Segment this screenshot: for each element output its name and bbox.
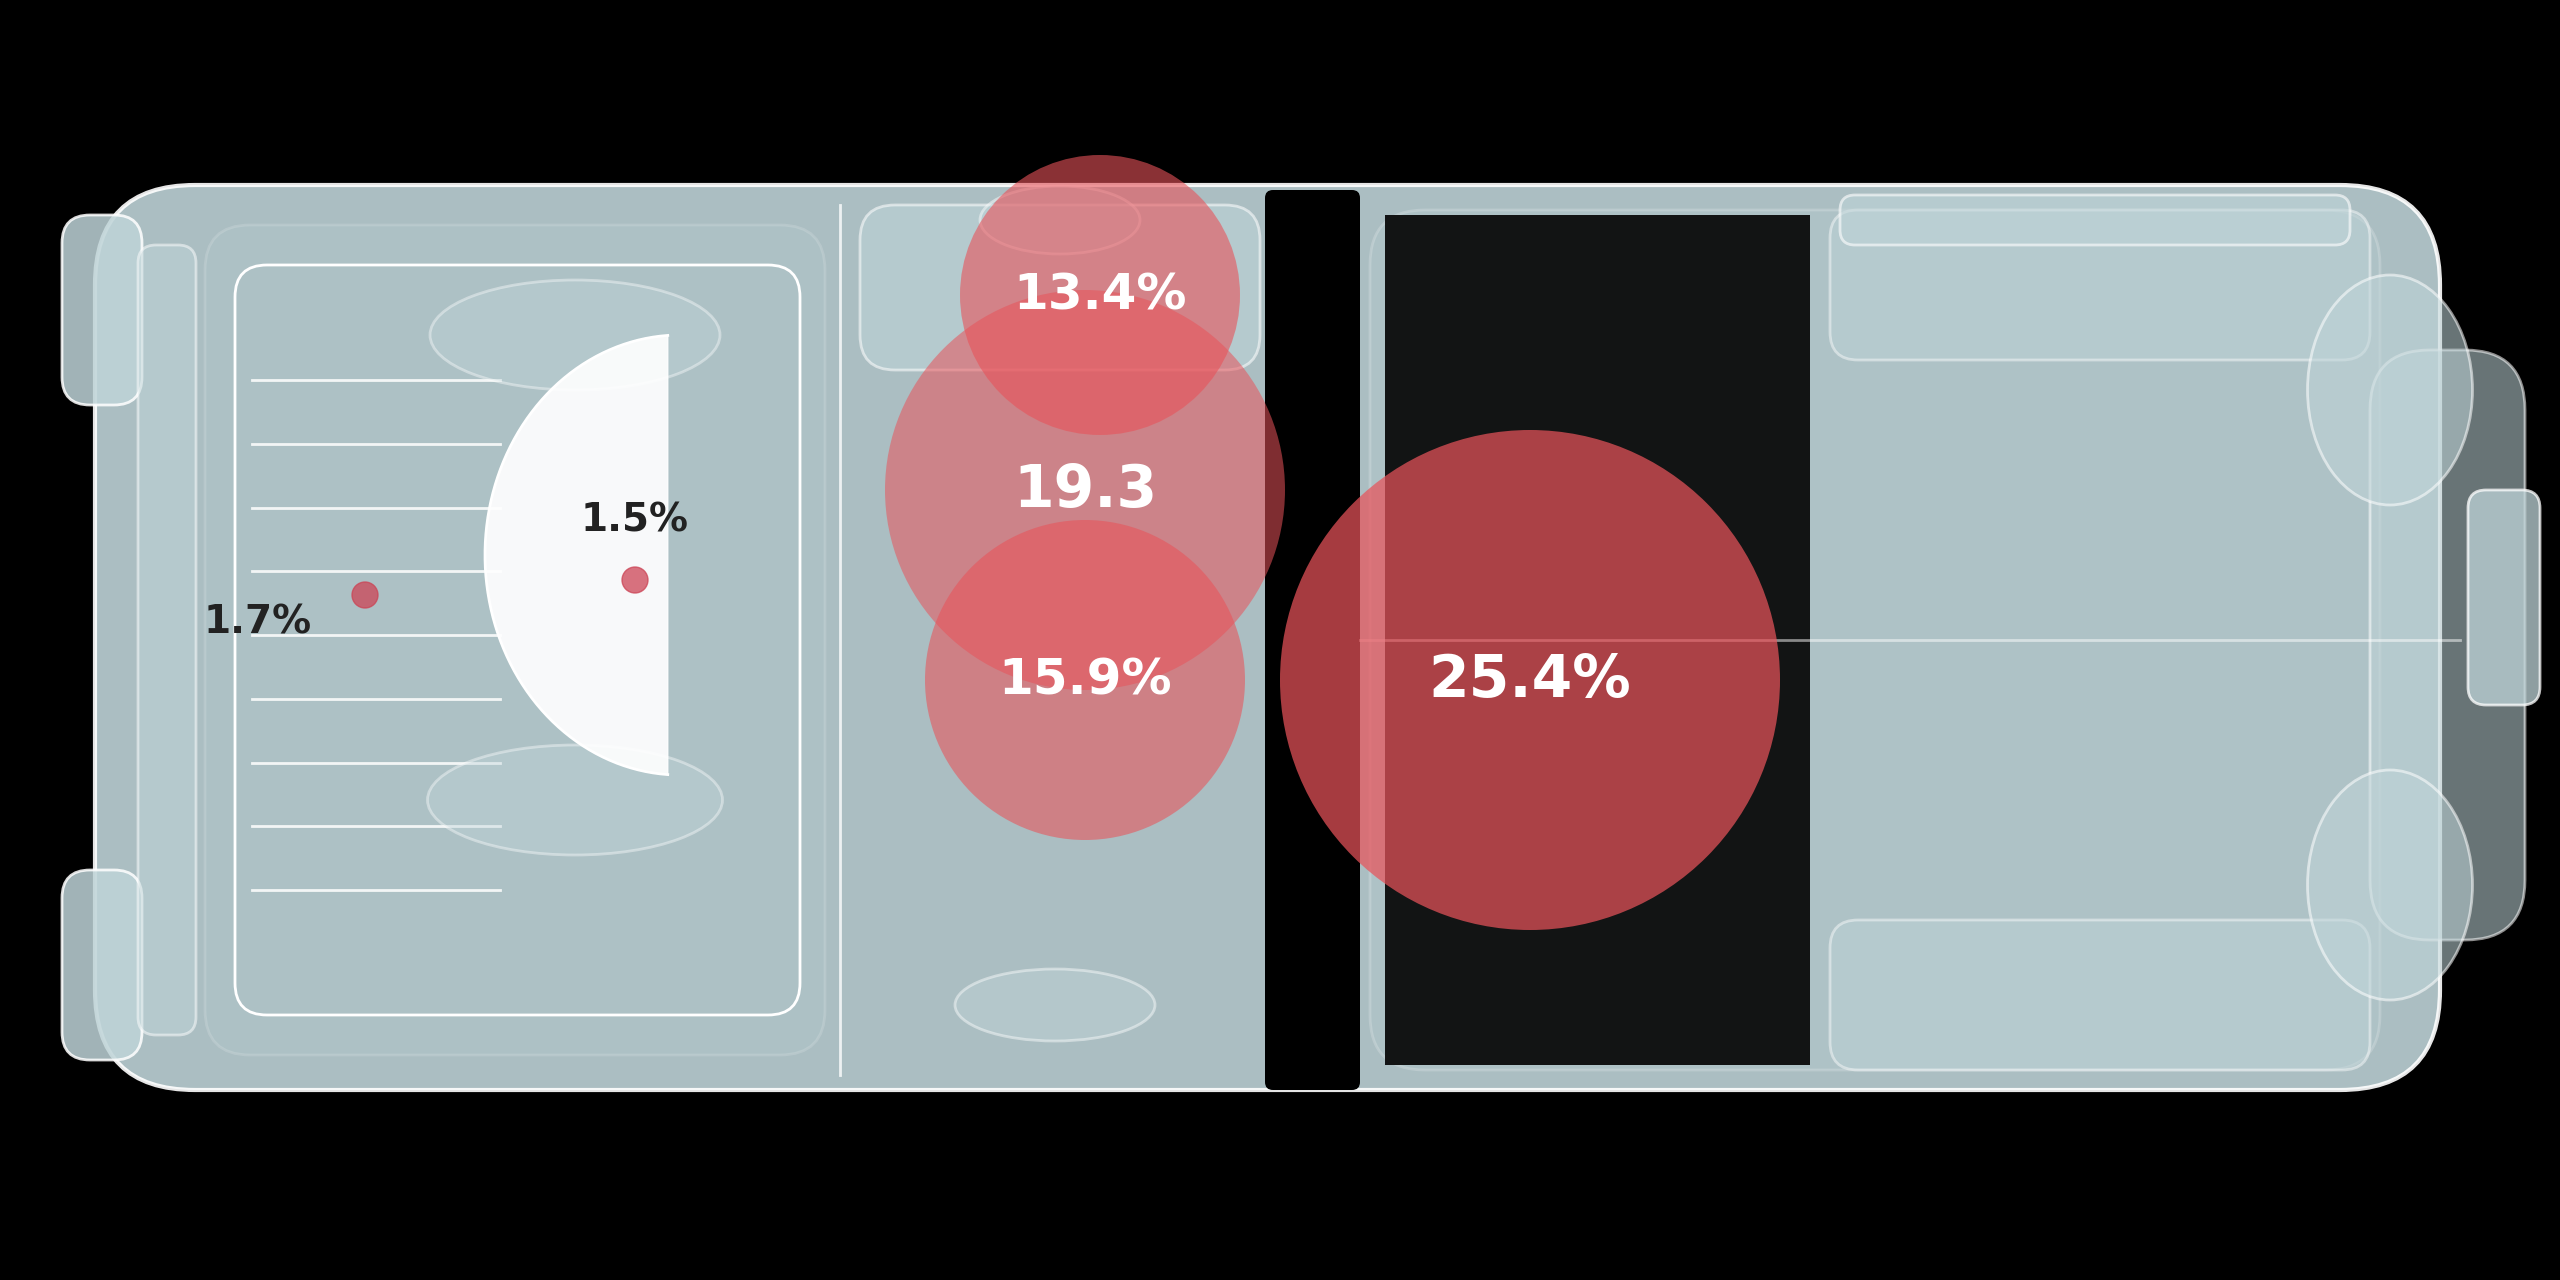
FancyBboxPatch shape — [61, 215, 141, 404]
Text: 25.4%: 25.4% — [1428, 652, 1631, 709]
FancyBboxPatch shape — [138, 244, 197, 1036]
Circle shape — [353, 582, 379, 608]
FancyBboxPatch shape — [61, 870, 141, 1060]
Text: 19.3: 19.3 — [1014, 462, 1157, 518]
FancyBboxPatch shape — [860, 205, 1260, 370]
Circle shape — [622, 567, 648, 593]
Ellipse shape — [2307, 275, 2473, 506]
Ellipse shape — [955, 969, 1155, 1041]
Ellipse shape — [428, 745, 722, 855]
Polygon shape — [484, 335, 668, 774]
Text: 15.9%: 15.9% — [998, 657, 1172, 704]
FancyBboxPatch shape — [2371, 349, 2524, 940]
FancyBboxPatch shape — [1370, 210, 2381, 1070]
FancyBboxPatch shape — [95, 186, 2440, 1091]
Circle shape — [960, 155, 1239, 435]
FancyBboxPatch shape — [1830, 210, 2371, 360]
FancyBboxPatch shape — [1830, 920, 2371, 1070]
Polygon shape — [1385, 215, 1810, 1065]
FancyBboxPatch shape — [2468, 490, 2540, 705]
Ellipse shape — [2307, 771, 2473, 1000]
Circle shape — [924, 520, 1244, 840]
Text: 13.4%: 13.4% — [1014, 271, 1188, 319]
Circle shape — [886, 291, 1285, 690]
Ellipse shape — [980, 186, 1139, 253]
Text: 1.5%: 1.5% — [581, 500, 689, 539]
FancyBboxPatch shape — [1841, 195, 2350, 244]
Text: 1.7%: 1.7% — [205, 603, 312, 641]
FancyBboxPatch shape — [1265, 189, 1359, 1091]
Circle shape — [1280, 430, 1779, 931]
FancyBboxPatch shape — [205, 225, 824, 1055]
Ellipse shape — [430, 280, 719, 390]
